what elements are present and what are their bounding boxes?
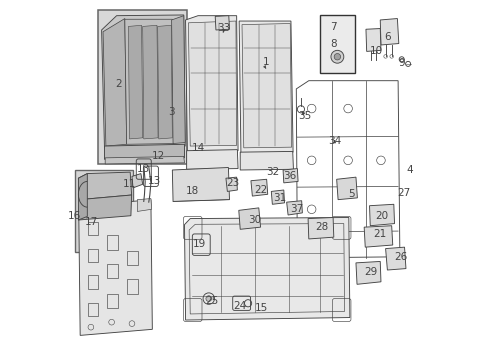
Bar (107, 235, 118, 249)
Text: 20: 20 (375, 211, 388, 221)
Text: 31: 31 (272, 193, 285, 203)
FancyBboxPatch shape (217, 17, 227, 30)
Circle shape (205, 296, 211, 301)
Polygon shape (124, 19, 173, 144)
Text: 23: 23 (226, 178, 239, 188)
Text: 16: 16 (68, 211, 81, 221)
Polygon shape (364, 226, 392, 247)
Text: 25: 25 (204, 296, 218, 306)
Polygon shape (78, 172, 131, 200)
Polygon shape (215, 16, 229, 30)
Polygon shape (103, 18, 126, 146)
Polygon shape (283, 168, 298, 183)
Text: 5: 5 (347, 189, 354, 199)
Bar (320, 15, 354, 73)
Polygon shape (225, 177, 237, 192)
Polygon shape (355, 261, 380, 284)
Polygon shape (336, 177, 357, 200)
Polygon shape (239, 21, 292, 153)
Polygon shape (79, 200, 152, 336)
Polygon shape (186, 150, 238, 169)
Polygon shape (78, 195, 131, 220)
Text: 7: 7 (329, 22, 336, 32)
Text: 30: 30 (247, 215, 261, 225)
Text: 17: 17 (85, 217, 98, 227)
Polygon shape (102, 15, 185, 148)
Polygon shape (238, 208, 260, 229)
Polygon shape (104, 144, 184, 159)
Bar (127, 251, 138, 265)
Polygon shape (128, 25, 142, 139)
Text: 37: 37 (289, 203, 302, 213)
Polygon shape (172, 167, 229, 202)
Text: 6: 6 (383, 32, 390, 42)
Text: 19: 19 (193, 239, 206, 249)
Text: 1: 1 (262, 57, 269, 67)
Polygon shape (142, 25, 158, 139)
Polygon shape (380, 18, 398, 45)
Text: 8: 8 (329, 39, 336, 49)
Polygon shape (137, 199, 151, 211)
Polygon shape (78, 174, 87, 220)
Bar (88, 222, 98, 235)
Bar (88, 249, 98, 262)
Bar (88, 275, 98, 289)
Polygon shape (171, 16, 185, 144)
Text: 18: 18 (186, 186, 199, 197)
Bar (98, 10, 187, 164)
Circle shape (333, 54, 340, 60)
Bar (107, 264, 118, 278)
Polygon shape (105, 157, 184, 164)
Text: 4: 4 (406, 165, 412, 175)
Text: 12: 12 (151, 151, 164, 161)
Text: 29: 29 (364, 267, 377, 277)
Text: 22: 22 (253, 185, 266, 195)
Polygon shape (184, 217, 349, 320)
Text: 28: 28 (315, 222, 328, 232)
Text: 3: 3 (167, 107, 174, 117)
Text: 15: 15 (255, 303, 268, 313)
Bar (107, 294, 118, 308)
Polygon shape (369, 204, 394, 226)
Text: 33: 33 (217, 23, 230, 33)
Polygon shape (307, 217, 333, 239)
Text: 13: 13 (147, 176, 161, 186)
Text: 24: 24 (233, 301, 246, 311)
Polygon shape (185, 16, 238, 152)
Text: 36: 36 (283, 171, 296, 181)
Bar (127, 279, 138, 294)
Text: 11: 11 (122, 179, 136, 189)
Polygon shape (188, 21, 236, 146)
Text: 13: 13 (137, 164, 150, 174)
Polygon shape (132, 174, 142, 188)
Text: 9: 9 (398, 58, 404, 68)
Text: 32: 32 (265, 167, 279, 177)
Polygon shape (385, 247, 405, 270)
Text: 2: 2 (115, 78, 122, 89)
Polygon shape (240, 152, 293, 170)
Text: 21: 21 (373, 229, 386, 239)
Polygon shape (250, 179, 267, 196)
Text: 26: 26 (393, 252, 407, 262)
Bar (75, 170, 133, 252)
Polygon shape (365, 28, 380, 51)
Circle shape (330, 50, 343, 63)
Polygon shape (271, 190, 284, 204)
Text: 34: 34 (327, 136, 341, 147)
Polygon shape (242, 23, 291, 148)
Text: 27: 27 (396, 188, 409, 198)
Polygon shape (157, 25, 172, 139)
Bar (88, 303, 98, 316)
Text: 35: 35 (297, 111, 310, 121)
Polygon shape (286, 201, 302, 215)
Text: 10: 10 (369, 46, 383, 56)
Text: 14: 14 (191, 143, 204, 153)
